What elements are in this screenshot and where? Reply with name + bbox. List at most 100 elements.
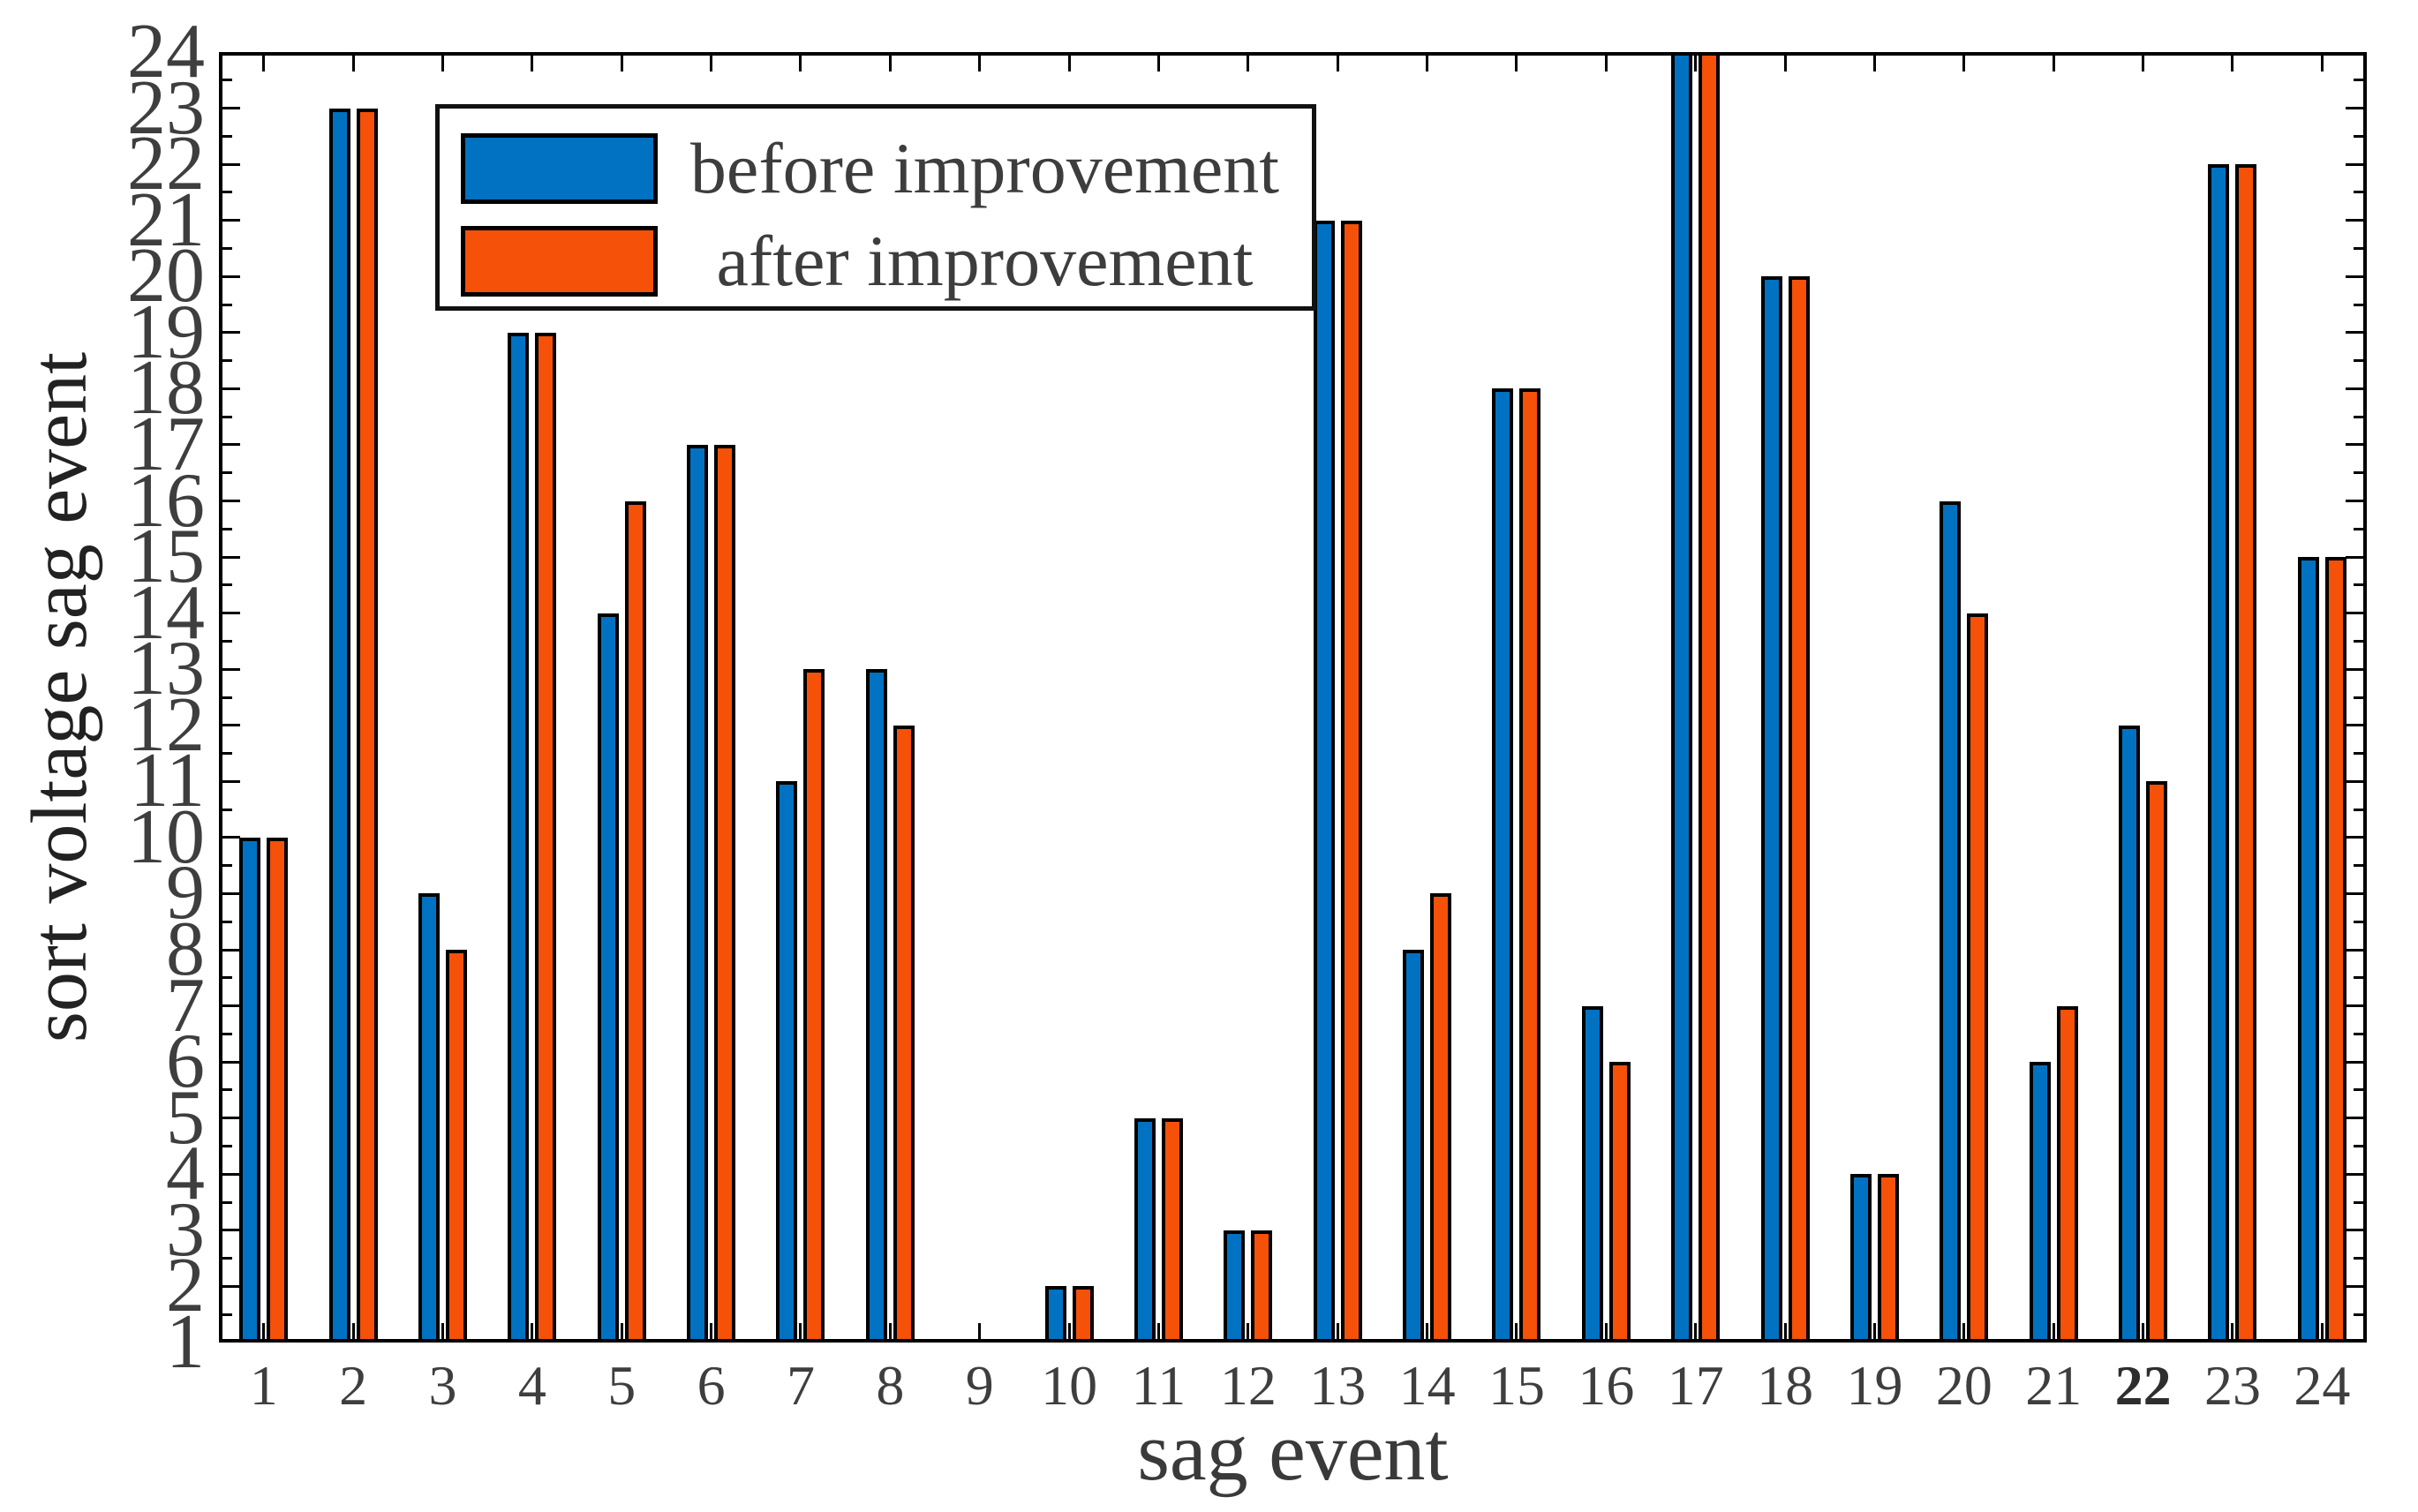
y-axis-tick-right <box>2354 134 2363 138</box>
bar-before-improvement <box>1671 52 1693 1343</box>
y-axis-tick-right <box>2354 1145 2363 1148</box>
bar-before-improvement <box>508 332 530 1343</box>
x-axis-tick-top <box>1067 56 1071 71</box>
legend-label-after: after improvement <box>716 221 1254 301</box>
y-axis-tick-right <box>2354 527 2363 530</box>
x-tick-label: 18 <box>1757 1354 1814 1417</box>
x-axis-tick-top <box>1962 56 1966 71</box>
y-tick-label: 13 <box>127 626 205 712</box>
y-axis-tick-right <box>2346 779 2363 783</box>
y-axis-tick <box>222 134 232 138</box>
bar-after-improvement <box>356 108 378 1343</box>
x-tick-label: 23 <box>2203 1354 2261 1417</box>
bar-after-improvement <box>1161 1117 1183 1343</box>
x-axis-tick <box>441 1323 444 1339</box>
y-axis-tick <box>222 275 240 278</box>
y-axis-tick <box>222 752 232 756</box>
x-axis-tick-top <box>1604 56 1608 71</box>
x-axis-tick <box>888 1323 892 1339</box>
x-axis-tick <box>620 1323 623 1339</box>
y-tick-label: 4 <box>166 1131 205 1217</box>
bar-after-improvement <box>1608 1062 1631 1343</box>
bar-after-improvement <box>445 950 467 1343</box>
x-axis-tick <box>1247 1323 1250 1339</box>
bar-after-improvement <box>1251 1230 1273 1343</box>
x-axis-tick <box>978 1323 982 1339</box>
y-tick-label: 18 <box>127 345 205 432</box>
y-tick-label: 8 <box>166 906 205 993</box>
x-axis-tick-top <box>2142 56 2145 71</box>
bar-after-improvement <box>2146 781 2168 1343</box>
x-tick-label: 4 <box>517 1354 546 1417</box>
y-axis-tick <box>222 583 232 587</box>
bar-before-improvement <box>239 837 261 1343</box>
x-axis-tick-top <box>1426 56 1429 71</box>
x-axis-tick-top <box>441 56 444 71</box>
y-axis-tick <box>222 1257 232 1260</box>
x-axis-tick <box>799 1323 802 1339</box>
x-axis-tick <box>710 1323 713 1339</box>
y-axis-tick <box>222 331 240 335</box>
y-axis-tick <box>222 696 232 699</box>
y-axis-tick-right <box>2346 1229 2363 1232</box>
y-axis-tick-right <box>2346 724 2363 727</box>
y-axis-tick-right <box>2354 639 2363 643</box>
y-axis-tick-right <box>2346 1060 2363 1064</box>
bar-before-improvement <box>418 893 440 1343</box>
bar-before-improvement <box>2297 557 2319 1343</box>
y-axis-tick <box>222 219 240 222</box>
bar-after-improvement <box>1877 1174 1899 1343</box>
x-axis-tick-top <box>1515 56 1518 71</box>
bar-before-improvement <box>328 108 350 1343</box>
x-axis-tick-top <box>1336 56 1339 71</box>
x-tick-label: 5 <box>607 1354 637 1417</box>
y-axis-tick <box>222 1060 240 1064</box>
x-tick-label: 22 <box>2114 1354 2172 1417</box>
y-axis-tick-right <box>2346 891 2363 895</box>
bar-after-improvement <box>1788 276 1810 1343</box>
y-axis-tick-right <box>2354 79 2363 82</box>
bar-after-improvement <box>1430 893 1452 1343</box>
x-axis-tick <box>1067 1323 1071 1339</box>
y-axis-tick-right <box>2354 1257 2363 1260</box>
y-axis-tick-right <box>2346 387 2363 390</box>
y-axis-tick <box>222 1229 240 1232</box>
bar-before-improvement <box>2119 725 2141 1343</box>
y-axis-tick <box>222 443 240 447</box>
y-axis-tick-right <box>2354 303 2363 306</box>
x-axis-tick-top <box>1872 56 1876 71</box>
y-tick-label: 3 <box>166 1186 205 1273</box>
y-tick-label: 1 <box>166 1299 205 1385</box>
x-axis-tick <box>262 1323 266 1339</box>
bar-after-improvement <box>893 725 915 1343</box>
x-tick-label: 15 <box>1488 1354 1545 1417</box>
x-tick-label: 19 <box>1846 1354 1903 1417</box>
y-axis-tick <box>222 79 232 82</box>
x-axis-tick-top <box>799 56 802 71</box>
y-axis-tick-right <box>2354 191 2363 194</box>
y-axis-tick <box>222 1117 240 1120</box>
y-axis-tick-right <box>2354 752 2363 756</box>
y-axis-tick-right <box>2346 612 2363 615</box>
y-tick-label: 15 <box>127 514 205 600</box>
x-tick-label: 24 <box>2294 1354 2351 1417</box>
y-tick-label: 6 <box>166 1019 205 1105</box>
x-axis-title: sag event <box>1137 1406 1449 1498</box>
x-axis-tick-top <box>710 56 713 71</box>
x-axis-tick-top <box>1156 56 1160 71</box>
x-axis-tick-top <box>262 56 266 71</box>
y-axis-tick <box>222 246 232 250</box>
x-axis-tick <box>1426 1323 1429 1339</box>
y-axis-tick <box>222 1145 232 1148</box>
y-axis-tick-right <box>2354 808 2363 811</box>
y-axis-tick-right <box>2346 1284 2363 1288</box>
y-axis-tick-right <box>2354 920 2363 923</box>
y-tick-label: 11 <box>130 738 205 824</box>
x-axis-tick <box>2052 1323 2055 1339</box>
bar-after-improvement <box>624 500 646 1343</box>
bar-after-improvement <box>535 332 557 1343</box>
y-axis-tick <box>222 1313 232 1316</box>
x-tick-label: 9 <box>965 1354 994 1417</box>
bar-after-improvement <box>1072 1286 1094 1343</box>
x-axis-tick <box>1156 1323 1160 1339</box>
